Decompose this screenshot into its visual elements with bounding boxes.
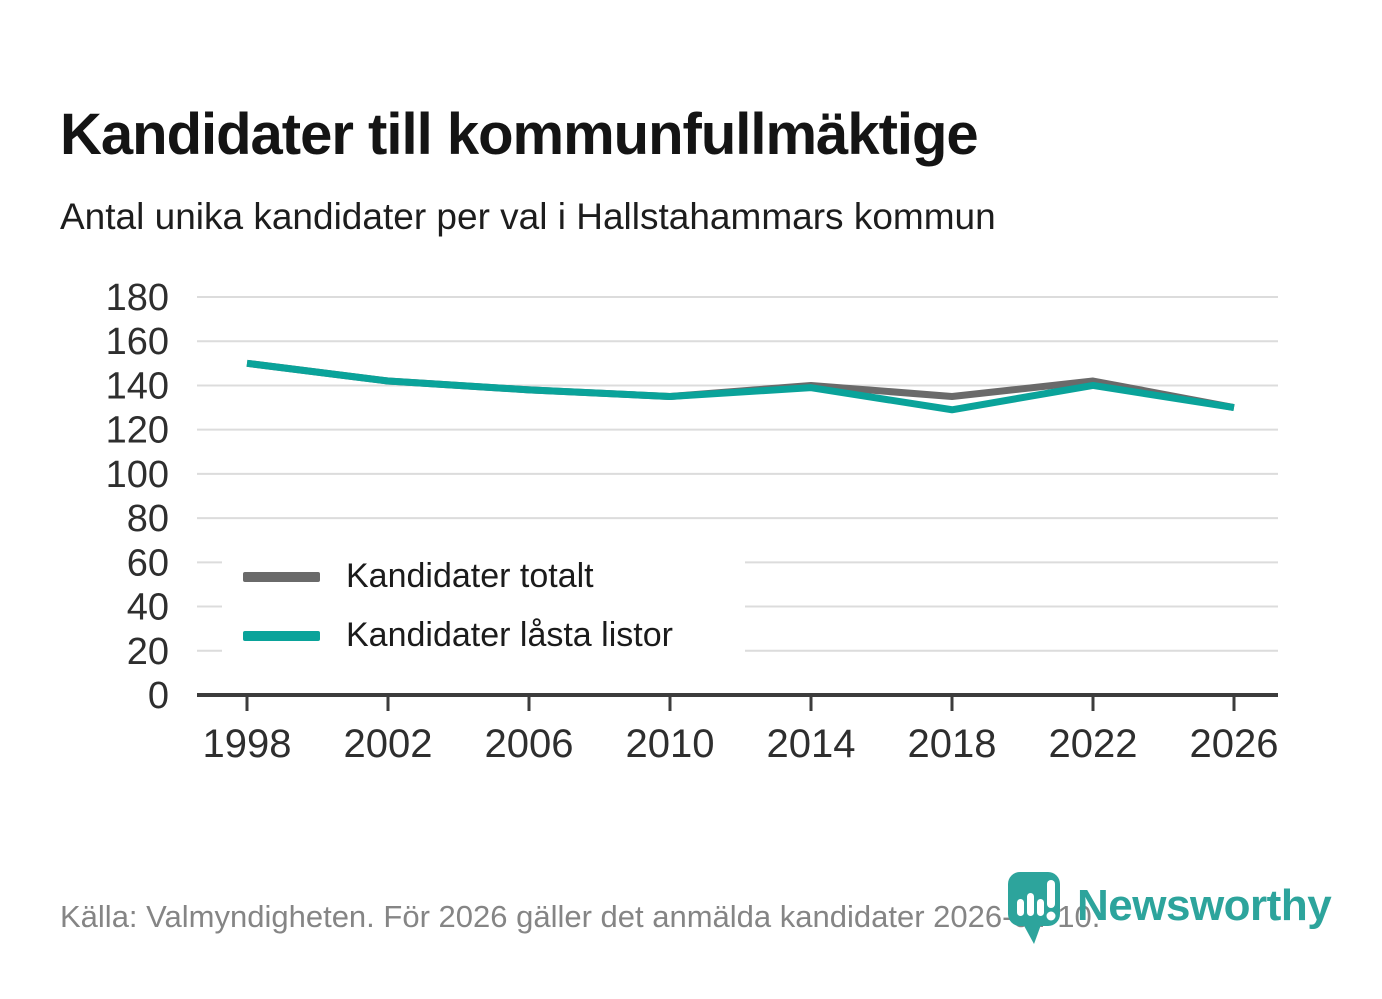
y-tick-label: 140 (106, 365, 169, 407)
x-tick-label: 2018 (908, 722, 997, 766)
newsworthy-pin-icon (1008, 872, 1060, 944)
x-tick-label: 1998 (203, 722, 292, 766)
y-tick-label: 80 (127, 498, 169, 540)
x-tick-label: 2006 (485, 722, 574, 766)
y-tick-label: 100 (106, 454, 169, 496)
source-note: Källa: Valmyndigheten. För 2026 gäller d… (60, 899, 1101, 934)
legend-swatch (243, 630, 320, 641)
x-tick-label: 2002 (344, 722, 433, 766)
y-tick-label: 160 (106, 321, 169, 363)
y-tick-label: 0 (148, 675, 169, 717)
y-tick-label: 60 (127, 542, 169, 584)
newsworthy-wordmark: Newsworthy (1077, 881, 1332, 930)
legend-label: Kandidater låsta listor (346, 616, 673, 654)
page-title: Kandidater till kommunfullmäktige (60, 101, 979, 167)
series-line-kandidater-l-sta-listor (246, 359, 1235, 414)
y-tick-label: 20 (127, 631, 169, 673)
y-tick-label: 120 (106, 410, 169, 452)
x-tick-label: 2010 (626, 722, 715, 766)
y-tick-label: 180 (106, 277, 169, 319)
y-tick-label: 40 (127, 587, 169, 629)
x-tick-label: 2022 (1049, 722, 1138, 766)
chart-subtitle: Antal unika kandidater per val i Hallsta… (60, 196, 996, 237)
legend-swatch (243, 571, 320, 582)
legend-label: Kandidater totalt (346, 557, 594, 595)
x-tick-label: 2014 (767, 722, 856, 766)
chart-legend: Kandidater totalt Kandidater låsta listor (222, 550, 745, 662)
legend-item: Kandidater totalt (243, 557, 745, 596)
x-tick-label: 2026 (1190, 722, 1279, 766)
legend-item: Kandidater låsta listor (243, 616, 745, 655)
newsworthy-logo: Newsworthy (1006, 866, 1332, 946)
